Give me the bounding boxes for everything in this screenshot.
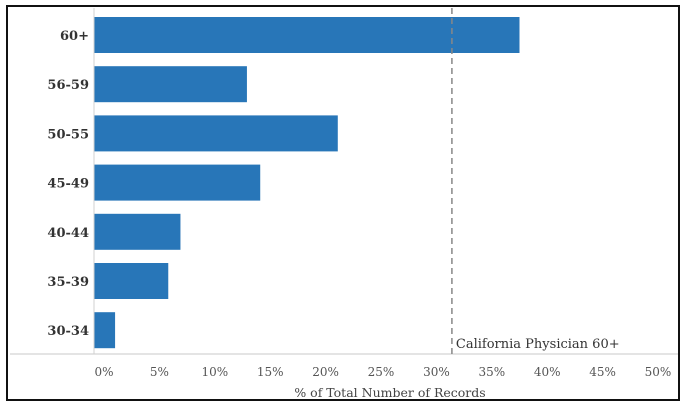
bar-40-44: [94, 213, 181, 250]
category-label: 56-59: [47, 78, 89, 93]
reference-line-label: California Physician 60+: [456, 337, 620, 352]
x-axis-title: % of Total Number of Records: [294, 385, 485, 400]
category-label: 30-34: [47, 324, 89, 339]
bars-layer: [94, 17, 520, 349]
x-tick-label: 25%: [368, 365, 395, 379]
bar-45-49: [94, 164, 261, 201]
category-label: 40-44: [47, 226, 89, 241]
category-labels: 60+ 56-59 50-55 45-49 40-44 35-39 30-34: [47, 29, 89, 339]
x-tick-label: 0%: [94, 365, 113, 379]
bar-56-59: [94, 66, 247, 103]
x-tick-label: 50%: [645, 365, 672, 379]
x-tick-label: 40%: [534, 365, 561, 379]
category-label: 35-39: [47, 275, 89, 290]
category-label: 60+: [60, 29, 89, 44]
category-label: 45-49: [47, 177, 89, 192]
x-tick-label: 20%: [312, 365, 339, 379]
x-tick-label: 45%: [589, 365, 616, 379]
bar-30-34: [94, 312, 116, 349]
x-tick-label: 10%: [201, 365, 228, 379]
x-tick-label: 5%: [150, 365, 169, 379]
chart-frame: [6, 5, 680, 401]
category-label: 50-55: [47, 127, 89, 142]
bar-50-55: [94, 115, 338, 152]
x-tick-labels: 0% 5% 10% 15% 20% 25% 30% 35% 40% 45% 50%: [94, 365, 671, 379]
x-tick-label: 15%: [257, 365, 284, 379]
bar-60+: [94, 17, 520, 53]
bar-35-39: [94, 263, 169, 299]
x-tick-label: 35%: [478, 365, 505, 379]
x-tick-label: 30%: [423, 365, 450, 379]
